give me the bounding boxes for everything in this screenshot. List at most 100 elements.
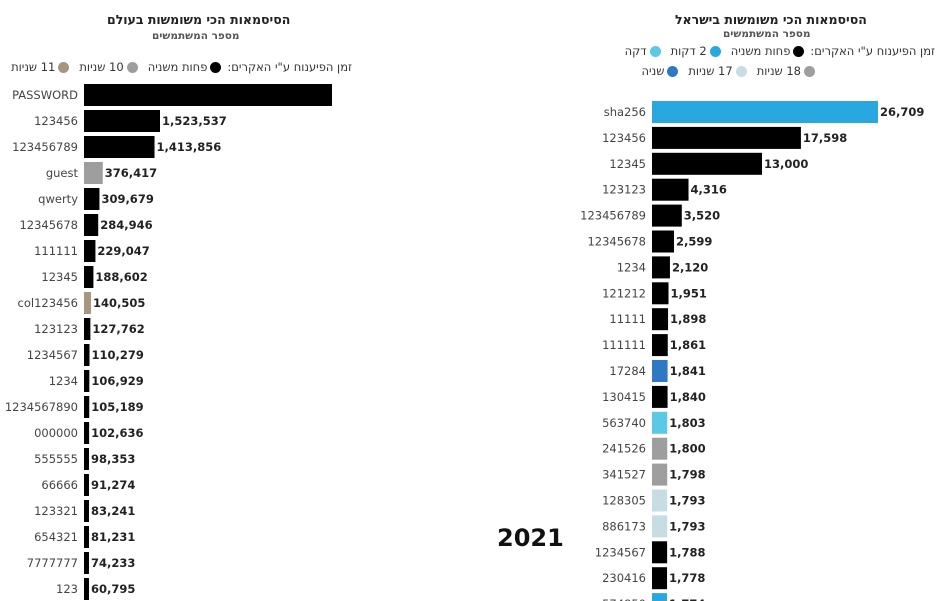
category-label: 121212: [602, 286, 646, 300]
category-label: 17284: [609, 364, 646, 378]
bar: [652, 204, 682, 227]
bar: [652, 385, 668, 408]
category-label: 241526: [602, 442, 646, 456]
value-label: 140,505: [93, 296, 145, 310]
category-label: 1234567890: [5, 400, 78, 414]
israel-legend-item: 18 שניות: [757, 64, 815, 78]
legend-label: דקה: [624, 44, 647, 58]
bar: [652, 308, 669, 331]
legend-dot-icon: [126, 61, 138, 73]
value-label: 4,316: [691, 183, 727, 197]
category-label: 130415: [602, 390, 646, 404]
bar: [652, 463, 668, 486]
bar: [84, 422, 90, 444]
legend-dot-icon: [735, 65, 747, 77]
legend-dot-icon: [667, 65, 679, 77]
bar: [84, 448, 89, 470]
legend-dot-icon: [804, 65, 815, 77]
bar: [84, 370, 90, 392]
category-label: 123123: [34, 322, 78, 336]
category-label: 11111: [609, 312, 646, 326]
value-label: 13,000: [764, 157, 808, 171]
bar: [652, 437, 668, 460]
israel-legend-title: זמן הפיענוח ע"י האקרים:: [810, 44, 935, 58]
israel-legend-item: פחות משניה: [731, 44, 805, 58]
israel-legend-item: 17 שניות: [688, 64, 747, 78]
category-label: 128305: [602, 494, 646, 508]
category-label: 574850: [602, 597, 646, 601]
bar: [84, 188, 100, 210]
legend-label: 17 שניות: [688, 64, 733, 78]
bar: [84, 266, 94, 288]
legend-label: שניה: [641, 64, 665, 78]
category-label: 1234567: [27, 348, 78, 362]
value-label: 81,231: [91, 530, 135, 544]
world-legend: זמן הפיענוח ע"י האקרים: פחות משניה 10 שנ…: [1, 60, 352, 74]
bar: [652, 256, 670, 279]
bar: [84, 396, 90, 418]
value-label: 1,774: [669, 597, 705, 601]
value-label: 1,840: [670, 390, 706, 404]
category-label: qwerty: [38, 192, 78, 206]
israel-legend-item: שניה: [642, 64, 679, 78]
value-label: 1,788: [669, 545, 705, 559]
value-label: 83,241: [91, 504, 135, 518]
bar: [652, 282, 669, 305]
israel-bar-chart: sha256 26,709 123456 17,598 12345 13,000 12312…: [580, 101, 924, 601]
category-label: PASSWORD: [12, 88, 78, 102]
category-label: 12345: [41, 270, 78, 284]
category-label: 111111: [602, 338, 646, 352]
category-label: 12345: [609, 157, 646, 171]
world-legend-title: זמן הפיענוח ע"י האקרים:: [227, 60, 352, 74]
israel-chart-title: הסיסמאות הכי משומשות בישראל: [675, 12, 867, 27]
value-label: 1,778: [669, 571, 705, 585]
value-label: 110,279: [92, 348, 144, 362]
category-label: 123456: [602, 131, 646, 145]
bar: [652, 152, 763, 175]
value-label: 1,798: [669, 468, 705, 482]
legend-label: 2 דקות: [670, 44, 707, 58]
bar: [84, 318, 91, 340]
value-label: 2,599: [676, 235, 712, 249]
category-label: 000000: [34, 426, 78, 440]
category-label: 1234: [617, 260, 646, 274]
value-label: 229,047: [97, 244, 149, 258]
bar: [652, 567, 668, 590]
value-label: 1,841: [670, 364, 706, 378]
value-label: 3,520: [684, 209, 720, 223]
bar: [652, 489, 668, 512]
value-label: 1,803: [669, 416, 705, 430]
legend-label: 18 שניות: [756, 64, 801, 78]
bar: [84, 474, 89, 496]
world-chart-panel: הסיסמאות הכי משומשות בעולם מספר המשתמשים…: [1, 12, 352, 600]
world-chart-title: הסיסמאות הכי משומשות בעולם: [107, 12, 291, 27]
legend-label: פחות משניה: [147, 60, 208, 74]
value-label: 1,800: [669, 442, 705, 456]
value-label: 74,233: [91, 556, 135, 570]
bar: [652, 334, 668, 357]
category-label: 654321: [34, 530, 78, 544]
israel-legend-row-1: זמן הפיענוח ע"י האקרים: פחות משניה 2 דקו…: [615, 44, 935, 58]
value-label: 105,189: [91, 400, 143, 414]
category-label: 886173: [602, 519, 646, 533]
legend-label: 10 שניות: [79, 60, 124, 74]
value-label: 60,795: [91, 582, 135, 596]
category-label: 123456: [34, 114, 78, 128]
bar: [652, 411, 668, 434]
value-label: 376,417: [105, 166, 157, 180]
bar: [84, 578, 89, 600]
world-legend-item: 10 שניות: [79, 60, 138, 74]
category-label: 111111: [34, 244, 78, 258]
bar: [84, 552, 89, 574]
legend-label: פחות משניה: [730, 44, 791, 58]
value-label: 102,636: [91, 426, 143, 440]
israel-legend-row-2: 18 שניות 17 שניות שניה: [632, 64, 815, 78]
category-label: 66666: [41, 478, 78, 492]
category-label: 12345678: [19, 218, 78, 232]
bar: [84, 110, 160, 132]
israel-legend-item: דקה: [625, 44, 661, 58]
value-label: 17,598: [803, 131, 847, 145]
category-label: col123456: [18, 296, 78, 310]
category-label: guest: [46, 166, 79, 180]
world-chart-subtitle: מספר המשתמשים: [152, 30, 240, 42]
